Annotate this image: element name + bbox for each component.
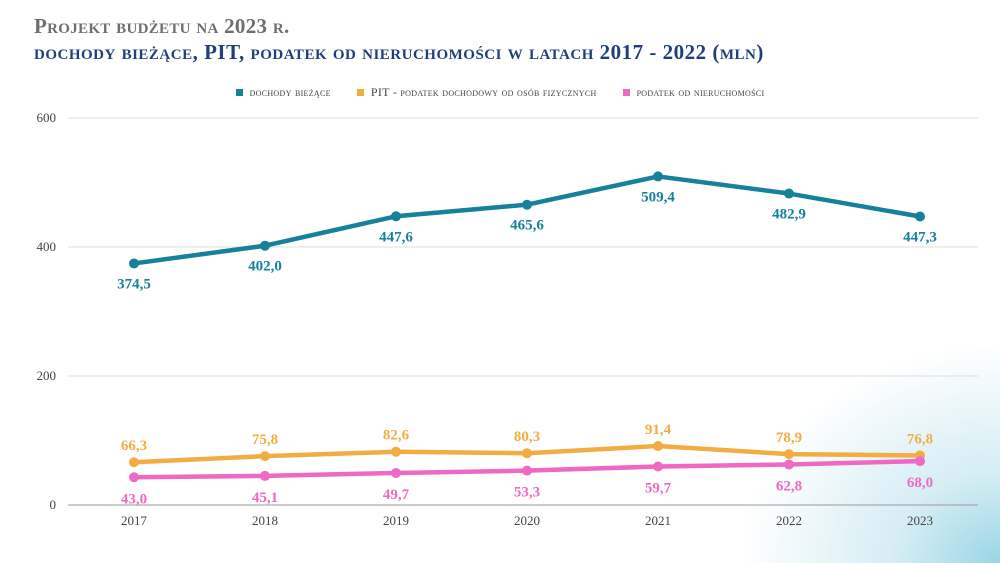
data-label: 68,0: [907, 475, 933, 491]
x-tick-label: 2019: [383, 513, 409, 528]
x-tick-label: 2020: [514, 513, 540, 528]
data-label: 509,4: [641, 189, 675, 205]
data-label: 62,8: [776, 478, 802, 494]
legend-item-nieruchomosci: podatek od nieruchomości: [622, 85, 765, 100]
data-point: [784, 459, 794, 470]
data-label: 43,0: [121, 491, 147, 507]
data-label: 80,3: [514, 429, 540, 445]
data-label: 465,6: [510, 218, 544, 234]
data-label: 447,3: [903, 229, 937, 245]
legend-label-pit: PIT - podatek dochodowy od osób fizyczny…: [370, 85, 597, 99]
data-label: 482,9: [772, 207, 806, 223]
data-point: [391, 467, 401, 478]
data-point: [391, 211, 401, 222]
data-label: 53,3: [514, 485, 540, 501]
x-tick-label: 2022: [776, 513, 802, 528]
data-point: [260, 451, 270, 462]
x-tick-label: 2018: [252, 513, 278, 528]
data-point: [391, 446, 401, 457]
data-label: 91,4: [645, 422, 672, 438]
x-tick-label: 2023: [907, 513, 933, 528]
data-point: [653, 441, 663, 452]
data-label: 374,5: [117, 276, 151, 292]
data-point: [522, 199, 532, 210]
data-label: 75,8: [252, 432, 278, 448]
chart-subtitle: dochody bieżące, PIT, podatek od nieruch…: [34, 40, 764, 64]
x-tick-label: 2017: [121, 513, 148, 528]
data-point: [653, 461, 663, 472]
data-label: 82,6: [383, 428, 410, 444]
data-point: [522, 465, 532, 476]
data-label: 402,0: [248, 259, 282, 275]
data-point: [129, 258, 139, 269]
data-point: [915, 211, 925, 222]
data-label: 59,7: [645, 480, 672, 496]
x-tick-label: 2021: [645, 513, 671, 528]
data-point: [784, 449, 794, 460]
data-label: 447,6: [379, 229, 413, 245]
data-point: [653, 171, 663, 182]
data-label: 49,7: [383, 487, 410, 503]
data-point: [260, 470, 270, 481]
data-point: [129, 472, 139, 483]
legend: dochody bieżące PIT - podatek dochodowy …: [0, 85, 1000, 100]
legend-item-pit: PIT - podatek dochodowy od osób fizyczny…: [356, 85, 597, 100]
legend-swatch-nieruchomosci: [622, 89, 630, 96]
data-label: 78,9: [776, 430, 802, 446]
legend-swatch-dochody: [235, 89, 243, 96]
data-point: [260, 240, 270, 251]
data-point: [522, 448, 532, 459]
y-tick-label: 400: [37, 239, 57, 254]
legend-item-dochody: dochody bieżące: [235, 85, 331, 100]
data-point: [784, 188, 794, 199]
legend-label-nieruchomosci: podatek od nieruchomości: [636, 85, 765, 99]
data-label: 66,3: [121, 438, 147, 454]
y-tick-label: 200: [37, 368, 57, 383]
data-point: [915, 456, 925, 467]
data-label: 76,8: [907, 431, 933, 447]
data-point: [129, 457, 139, 468]
data-label: 45,1: [252, 490, 278, 506]
legend-label-dochody: dochody bieżące: [249, 85, 331, 99]
legend-swatch-pit: [356, 89, 364, 96]
y-tick-label: 0: [50, 497, 57, 512]
page-title: Projekt budżetu na 2023 r.: [34, 14, 290, 38]
y-tick-label: 600: [37, 110, 57, 125]
